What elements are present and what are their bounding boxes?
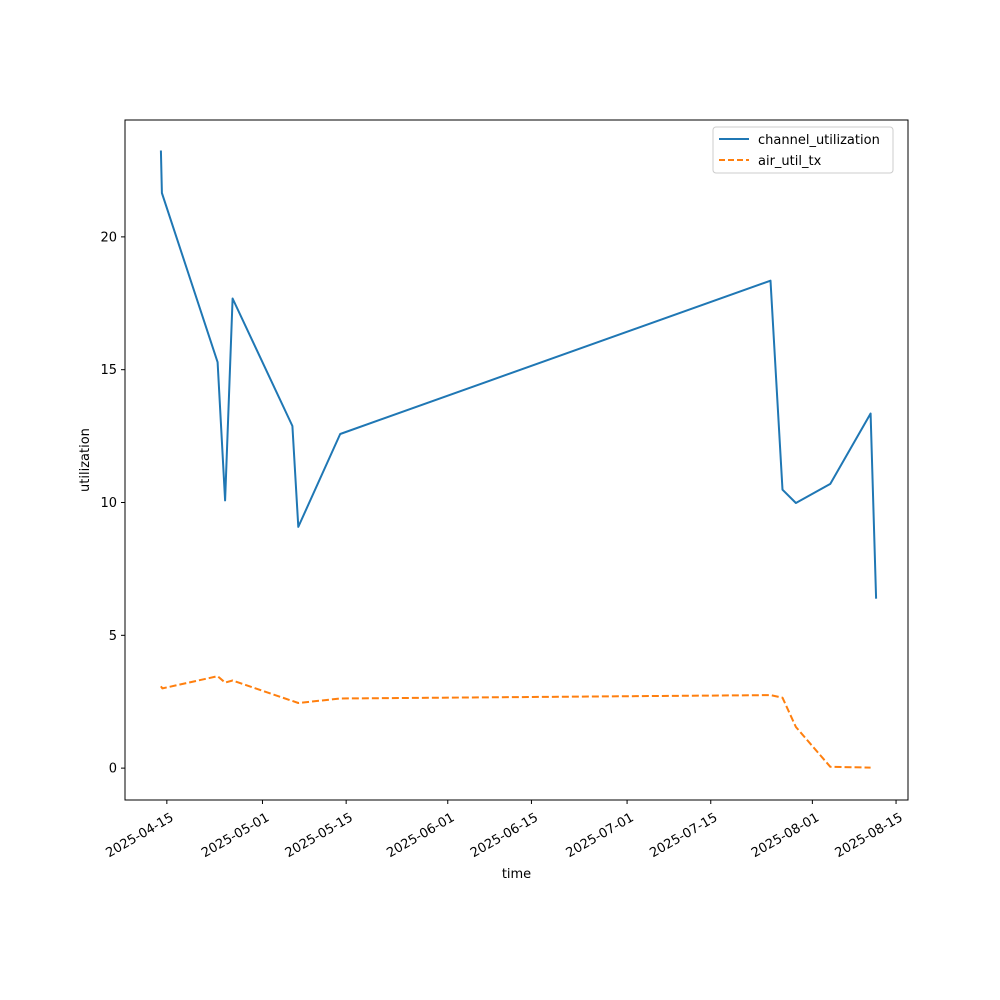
plot-area	[159, 150, 878, 769]
y-tick-label: 5	[109, 629, 117, 644]
x-tick-label: 2025-07-01	[564, 810, 637, 861]
x-tick-label: 2025-06-01	[384, 810, 457, 861]
axes-frame	[124, 119, 909, 801]
y-tick-label: 15	[100, 363, 117, 378]
y-axis-label: utilization	[78, 428, 93, 492]
legend-label-channel-utilization: channel_utilization	[758, 133, 880, 148]
x-tick-label: 2025-07-15	[647, 810, 720, 861]
x-tick-label: 2025-05-15	[283, 810, 356, 861]
x-tick-label: 2025-06-15	[468, 810, 541, 861]
y-axis-ticks: 0 5 10 15 20	[100, 230, 125, 777]
x-tick-label: 2025-08-01	[749, 810, 822, 861]
series-line-channel-utilization	[159, 150, 878, 599]
x-tick-label: 2025-08-15	[833, 810, 906, 861]
x-axis-ticks: 2025-04-15 2025-05-01 2025-05-15 2025-06-01…	[103, 800, 906, 861]
y-tick-label: 0	[109, 762, 117, 777]
legend: channel_utilization air_util_tx	[712, 126, 894, 174]
x-axis-label: time	[502, 867, 531, 882]
y-tick-label: 20	[100, 230, 117, 245]
x-tick-label: 2025-04-15	[103, 810, 176, 861]
y-tick-label: 10	[100, 496, 117, 511]
series-line-air-util-tx	[160, 675, 871, 769]
legend-box	[712, 126, 894, 174]
legend-label-air-util-tx: air_util_tx	[758, 154, 822, 169]
x-tick-label: 2025-05-01	[199, 810, 272, 861]
